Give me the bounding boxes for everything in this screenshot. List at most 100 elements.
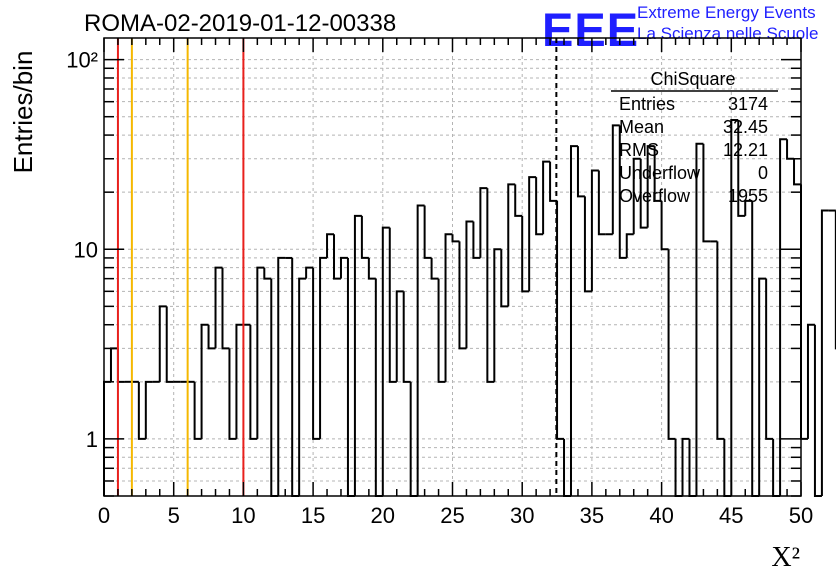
stats-row-value: 0 bbox=[758, 163, 768, 183]
histogram-bin bbox=[472, 221, 481, 259]
histogram-bin bbox=[576, 146, 585, 198]
histogram-bin bbox=[339, 256, 348, 279]
histogram-bin bbox=[256, 266, 265, 439]
histogram-bin bbox=[583, 196, 592, 293]
histogram-bin bbox=[716, 241, 725, 440]
x-tick-label: 35 bbox=[580, 503, 604, 528]
y-tick-label: 10 bbox=[74, 237, 98, 262]
x-tick-label: 45 bbox=[719, 503, 743, 528]
vertical-reference-lines bbox=[116, 38, 558, 496]
x-tick-label: 5 bbox=[168, 503, 180, 528]
x-tick-label: 30 bbox=[510, 503, 534, 528]
y-tick-label: 10² bbox=[66, 48, 98, 73]
histogram-bin bbox=[618, 125, 627, 259]
histogram-bin bbox=[116, 348, 125, 383]
x-tick-label: 15 bbox=[301, 503, 325, 528]
histogram-bin bbox=[556, 200, 565, 440]
histogram-bin bbox=[737, 120, 746, 217]
histogram-bin bbox=[416, 204, 425, 496]
histogram-bin bbox=[653, 146, 662, 202]
histogram-bin bbox=[521, 215, 530, 293]
histogram-bin bbox=[549, 161, 558, 202]
chart-title: ROMA-02-2019-01-12-00338 bbox=[84, 10, 397, 37]
histogram-bin bbox=[193, 381, 202, 440]
histogram-bin bbox=[346, 257, 355, 497]
histogram-bin bbox=[765, 278, 774, 440]
histogram-bin bbox=[507, 183, 516, 307]
histogram-bin bbox=[360, 215, 369, 259]
histogram-bin bbox=[423, 205, 432, 259]
histogram-bin bbox=[444, 233, 453, 382]
histogram-bin bbox=[486, 188, 495, 383]
histogram-bin bbox=[639, 158, 648, 229]
histogram-bin bbox=[806, 323, 815, 439]
histogram-bin bbox=[535, 177, 544, 236]
stats-row-value: 3174 bbox=[728, 94, 768, 114]
histogram-bin bbox=[451, 234, 460, 243]
histogram-bin bbox=[395, 290, 404, 382]
histogram-bin bbox=[402, 291, 411, 383]
histogram-bin bbox=[367, 257, 376, 280]
histogram-bin bbox=[207, 324, 216, 350]
histogram-bin bbox=[319, 256, 328, 439]
histogram-bin bbox=[353, 214, 362, 496]
histogram-bin bbox=[597, 170, 606, 236]
histogram-bin bbox=[744, 199, 753, 216]
histogram-bin bbox=[221, 267, 230, 350]
histogram-bin bbox=[430, 257, 439, 280]
eee-logo: EEE bbox=[542, 3, 640, 56]
histogram-bin bbox=[200, 323, 209, 439]
histogram-bin bbox=[249, 324, 258, 440]
histogram-bin bbox=[730, 119, 739, 496]
axes: 0 5 10 15 20 25 30 35 40 45 50 1 10 10² bbox=[66, 37, 813, 528]
histogram-series bbox=[103, 119, 836, 497]
histogram-bin bbox=[514, 184, 523, 217]
x-tick-label: 40 bbox=[649, 503, 673, 528]
histogram-bin bbox=[458, 241, 467, 350]
histogram-bin bbox=[298, 277, 307, 496]
histogram-bin bbox=[374, 278, 383, 497]
stats-row-value: 32.45 bbox=[723, 117, 768, 137]
x-tick-label: 20 bbox=[371, 503, 395, 528]
histogram-bin bbox=[528, 176, 537, 292]
x-tick-label: 50 bbox=[789, 503, 813, 528]
stats-row-value: 12.21 bbox=[723, 140, 768, 160]
histogram-bin bbox=[465, 220, 474, 349]
histogram-bin bbox=[667, 249, 676, 440]
histogram-bin bbox=[158, 305, 167, 382]
x-tick-label: 10 bbox=[231, 503, 255, 528]
histogram-bin bbox=[702, 143, 711, 243]
histogram-bin bbox=[214, 266, 223, 349]
histogram-bin bbox=[625, 233, 634, 258]
histogram-bin bbox=[695, 142, 704, 496]
stats-box: ChiSquare Entries 3174 Mean 32.45 RMS 12… bbox=[611, 69, 778, 206]
histogram-bin bbox=[500, 249, 509, 308]
histogram-bin bbox=[437, 278, 446, 383]
histogram-bin bbox=[165, 306, 174, 383]
histogram-bin bbox=[263, 267, 272, 280]
histogram-bin bbox=[590, 169, 599, 292]
histogram-bin bbox=[144, 380, 153, 439]
histogram-bin bbox=[646, 145, 655, 228]
histogram-bin bbox=[277, 256, 286, 496]
histogram-bin bbox=[542, 160, 551, 235]
histogram-bin bbox=[228, 348, 237, 440]
logo-subtitle-line1: Extreme Energy Events bbox=[637, 3, 816, 22]
x-tick-label: 25 bbox=[440, 503, 464, 528]
histogram-bin bbox=[813, 324, 822, 497]
histogram-bin bbox=[235, 323, 244, 439]
y-tick-label: 1 bbox=[86, 427, 98, 452]
histogram-bin bbox=[381, 226, 390, 496]
histogram-bin bbox=[479, 187, 488, 258]
histogram-bin bbox=[569, 145, 578, 496]
histogram-bin bbox=[820, 209, 829, 496]
histogram-bin bbox=[291, 257, 300, 497]
histogram-bin bbox=[333, 234, 341, 280]
stats-row-label: Underflow bbox=[619, 163, 701, 183]
stats-row-label: RMS bbox=[619, 140, 659, 160]
histogram-bin bbox=[660, 200, 669, 251]
stats-row-label: Entries bbox=[619, 94, 675, 114]
histogram-bin bbox=[493, 248, 502, 382]
histogram-bin bbox=[326, 233, 335, 258]
